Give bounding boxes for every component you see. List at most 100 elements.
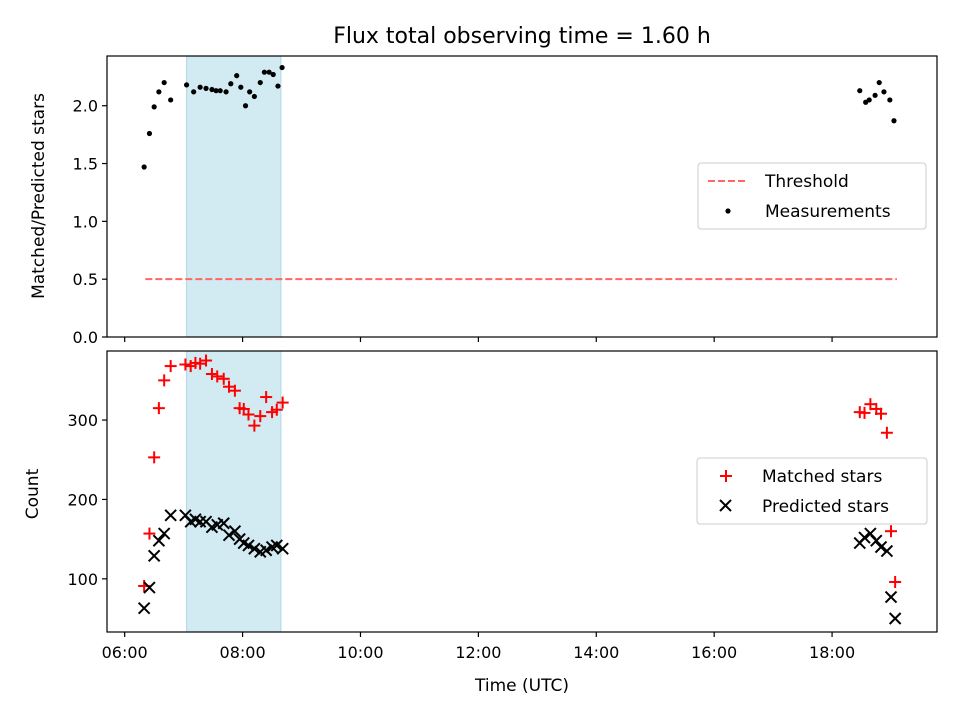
x-tick-label: 10:00 bbox=[337, 643, 383, 662]
predicted-star-point bbox=[193, 515, 207, 528]
matched-star-point bbox=[211, 370, 224, 383]
legend-predicted-label: Predicted stars bbox=[762, 497, 889, 517]
measurement-point bbox=[887, 97, 893, 103]
legend-matched-label: Matched stars bbox=[762, 467, 882, 487]
predicted-star-point bbox=[217, 517, 230, 530]
count-y-axis: 100 200 300 bbox=[67, 411, 107, 589]
measurement-point bbox=[168, 97, 174, 103]
measurement-point bbox=[141, 164, 147, 170]
legend-threshold-label: Threshold bbox=[764, 172, 849, 192]
matched-star-point bbox=[148, 451, 161, 464]
predicted-star-point bbox=[276, 542, 289, 555]
predicted-star-point bbox=[858, 531, 871, 544]
measurement-point bbox=[234, 73, 240, 79]
ratio-x-axis bbox=[124, 337, 833, 342]
x-tick-label: 12:00 bbox=[455, 643, 501, 662]
chart-title: Flux total observing time = 1.60 h bbox=[333, 24, 711, 49]
matched-star-point bbox=[270, 403, 283, 416]
measurement-point bbox=[223, 89, 229, 95]
measurement-point bbox=[217, 88, 223, 94]
predicted-star-point bbox=[259, 544, 273, 557]
predicted-star-point bbox=[242, 539, 255, 552]
matched-star-point bbox=[242, 408, 255, 421]
matched-star-point bbox=[248, 419, 261, 432]
measurement-point bbox=[209, 86, 215, 93]
measurement-point bbox=[161, 79, 167, 86]
matched-star-point bbox=[200, 354, 213, 367]
count-legend: Matched stars Predicted stars bbox=[696, 457, 928, 525]
measurement-point bbox=[242, 103, 249, 109]
ratio-y-axis: 0.0 0.5 1.0 1.5 2.0 bbox=[73, 97, 107, 347]
matched-star-point bbox=[276, 396, 289, 409]
measurement-point bbox=[876, 79, 882, 86]
matched-star-point bbox=[260, 391, 273, 404]
y-tick-label: 0.0 bbox=[73, 328, 98, 347]
measurement-point bbox=[228, 81, 234, 87]
measurement-point bbox=[183, 82, 190, 88]
predicted-star-point bbox=[147, 549, 161, 563]
matched-star-point bbox=[152, 402, 165, 415]
measurement-point bbox=[257, 79, 263, 86]
x-tick-label: 08:00 bbox=[220, 643, 266, 662]
predicted-star-point bbox=[164, 509, 177, 522]
count-plot-area bbox=[137, 354, 902, 625]
matched-star-point bbox=[889, 575, 902, 588]
measurement-point bbox=[197, 84, 203, 90]
measurement-point bbox=[151, 104, 157, 110]
matched-star-point bbox=[217, 372, 230, 385]
measurement-point bbox=[238, 84, 244, 90]
y-tick-label: 300 bbox=[67, 411, 98, 430]
predicted-star-point bbox=[157, 527, 171, 540]
count-legend-frame bbox=[696, 457, 928, 525]
x-tick-label: 06:00 bbox=[102, 643, 148, 662]
measurement-point bbox=[881, 89, 887, 95]
ratio-panel-frame bbox=[106, 55, 938, 338]
measurement-point bbox=[275, 83, 281, 89]
predicted-star-point bbox=[884, 590, 898, 604]
y-tick-label: 100 bbox=[67, 570, 98, 589]
matched-star-point bbox=[880, 426, 893, 439]
measurement-point bbox=[191, 89, 197, 95]
x-tick-label: 18:00 bbox=[809, 643, 855, 662]
predicted-star-point bbox=[248, 542, 261, 555]
predicted-star-point bbox=[888, 612, 902, 625]
y-tick-label: 1.5 bbox=[73, 155, 98, 174]
predicted-star-point bbox=[222, 528, 236, 542]
measurement-point bbox=[279, 64, 285, 71]
y-tick-label: 0.5 bbox=[73, 270, 98, 289]
predicted-star-point bbox=[874, 540, 888, 554]
count-x-axis: 06:00 08:00 10:00 12:00 14:00 16:00 18:00 bbox=[102, 632, 855, 662]
x-tick-label: 14:00 bbox=[573, 643, 619, 662]
measurement-point bbox=[247, 89, 253, 95]
measurement-point bbox=[251, 93, 257, 100]
matched-star-point bbox=[228, 384, 241, 397]
ratio-y-axis-label: Matched/Predicted stars bbox=[29, 93, 49, 299]
measurement-point bbox=[866, 97, 872, 103]
matched-star-point bbox=[205, 368, 218, 381]
matched-star-point bbox=[885, 525, 898, 538]
count-panel: 100 200 300 06:00 08:00 10:00 12:00 14:00 16:00… bbox=[23, 350, 938, 696]
measurement-point bbox=[857, 88, 863, 94]
ratio-plot-area bbox=[141, 64, 897, 281]
x-tick-label: 16:00 bbox=[691, 643, 737, 662]
x-axis-label: Time (UTC) bbox=[474, 676, 569, 696]
predicted-star-point bbox=[143, 581, 156, 594]
measurement-point bbox=[266, 69, 272, 75]
legend-predicted-swatch bbox=[719, 499, 732, 512]
legend-measurements-swatch bbox=[725, 208, 731, 214]
matched-star-point bbox=[143, 527, 156, 540]
measurement-point bbox=[203, 85, 209, 91]
observing-window-span bbox=[186, 55, 282, 338]
legend-measurements-label: Measurements bbox=[765, 202, 891, 222]
ratio-legend-frame bbox=[697, 162, 927, 230]
ratio-panel: 0.00.51.01.52.0 Matched/Predicted stars … bbox=[29, 55, 938, 347]
y-tick-label: 200 bbox=[67, 490, 98, 509]
measurement-point bbox=[872, 92, 878, 98]
predicted-star-point bbox=[270, 539, 283, 552]
predicted-star-point bbox=[228, 524, 242, 538]
predicted-star-point bbox=[152, 534, 166, 547]
ratio-legend: Threshold Measurements bbox=[697, 162, 927, 230]
matched-star-point bbox=[254, 410, 267, 423]
measurement-point bbox=[270, 71, 276, 78]
